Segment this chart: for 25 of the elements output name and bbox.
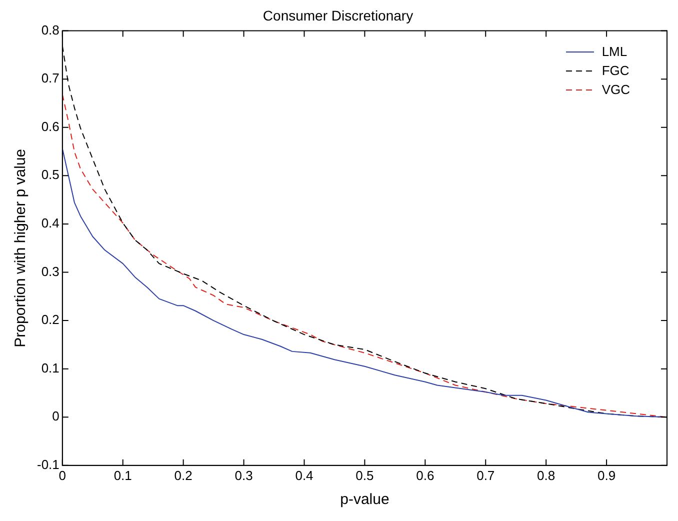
y-tick-label: 0.8 xyxy=(41,22,60,38)
x-tick-label: 0.2 xyxy=(174,468,192,483)
y-tick-label: 0.4 xyxy=(41,216,60,231)
y-axis-title: Proportion with higher p value xyxy=(12,148,30,348)
y-tick-label: 0.1 xyxy=(41,360,60,376)
legend-label: FGC xyxy=(602,62,630,80)
legend-label: VGC xyxy=(602,81,630,99)
y-tick-label: 0.3 xyxy=(41,264,60,279)
y-tick-label: 0.7 xyxy=(41,70,60,86)
x-tick-label: 0.6 xyxy=(416,468,434,483)
y-tick-label: 0.5 xyxy=(41,167,60,182)
x-tick-label: 0.5 xyxy=(356,468,374,483)
legend-label: LML xyxy=(602,43,628,61)
x-axis-title: p-value xyxy=(340,491,390,508)
x-tick-label: 0.3 xyxy=(234,468,253,483)
x-tick-label: 0.7 xyxy=(476,468,495,483)
y-tick-label: -0.1 xyxy=(36,456,60,472)
y-tick-label: 0.2 xyxy=(41,312,60,328)
x-tick-label: 0.9 xyxy=(598,468,616,483)
y-tick-label: 0 xyxy=(52,408,60,424)
x-tick-label: 0.1 xyxy=(114,468,132,483)
y-tick-label: 0.6 xyxy=(41,118,60,134)
x-tick-label: 0.4 xyxy=(295,468,314,483)
chart-title: Consumer Discretionary xyxy=(262,7,414,24)
x-tick-label: 0.8 xyxy=(537,468,556,483)
